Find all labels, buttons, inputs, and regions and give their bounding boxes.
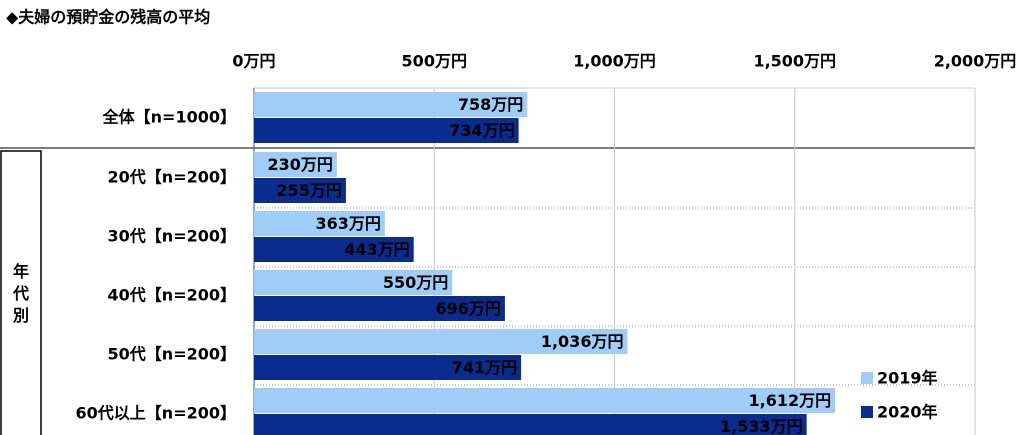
y-tick-label: 40代【n=200】 [108, 286, 236, 305]
value-label: 443万円 [344, 240, 409, 259]
bar [254, 118, 519, 143]
bar [254, 388, 836, 413]
legend-label: 2020年 [877, 403, 938, 422]
value-label: 1,612万円 [749, 391, 832, 410]
x-tick-label: 1,000万円 [573, 52, 656, 71]
bar [254, 211, 385, 236]
value-label: 363万円 [315, 214, 380, 233]
y-tick-label: 全体【n=1000】 [102, 108, 236, 127]
value-label: 255万円 [277, 181, 342, 200]
value-label: 550万円 [383, 273, 448, 292]
value-label: 696万円 [436, 299, 501, 318]
value-label: 758万円 [458, 95, 523, 114]
legend-label: 2019年 [877, 369, 938, 388]
bar [254, 152, 337, 177]
x-tick-label: 2,000万円 [934, 52, 1017, 71]
legend-swatch [861, 406, 873, 418]
y-tick-label: 50代【n=200】 [108, 345, 236, 364]
bar [254, 178, 346, 203]
bar [254, 355, 522, 380]
bar [254, 270, 453, 295]
value-label: 741万円 [452, 358, 517, 377]
group-box [0, 150, 42, 435]
bar [254, 329, 628, 354]
value-label: 1,036万円 [541, 332, 624, 351]
bar [254, 92, 528, 117]
chart-title: ◆夫婦の預貯金の残高の平均 [6, 8, 210, 27]
y-tick-label: 60代以上【n=200】 [76, 404, 236, 423]
value-label: 230万円 [268, 155, 333, 174]
value-label: 734万円 [449, 121, 514, 140]
bar [254, 414, 807, 435]
bar [254, 296, 505, 321]
x-tick-label: 0万円 [232, 52, 275, 71]
bar [254, 237, 414, 262]
x-tick-label: 1,500万円 [753, 52, 836, 71]
x-tick-label: 500万円 [402, 52, 467, 71]
value-label: 1,533万円 [720, 417, 803, 435]
y-tick-label: 30代【n=200】 [108, 227, 236, 246]
y-tick-label: 20代【n=200】 [108, 168, 236, 187]
group-label: 年代別 [12, 262, 29, 325]
legend-swatch [861, 372, 873, 384]
